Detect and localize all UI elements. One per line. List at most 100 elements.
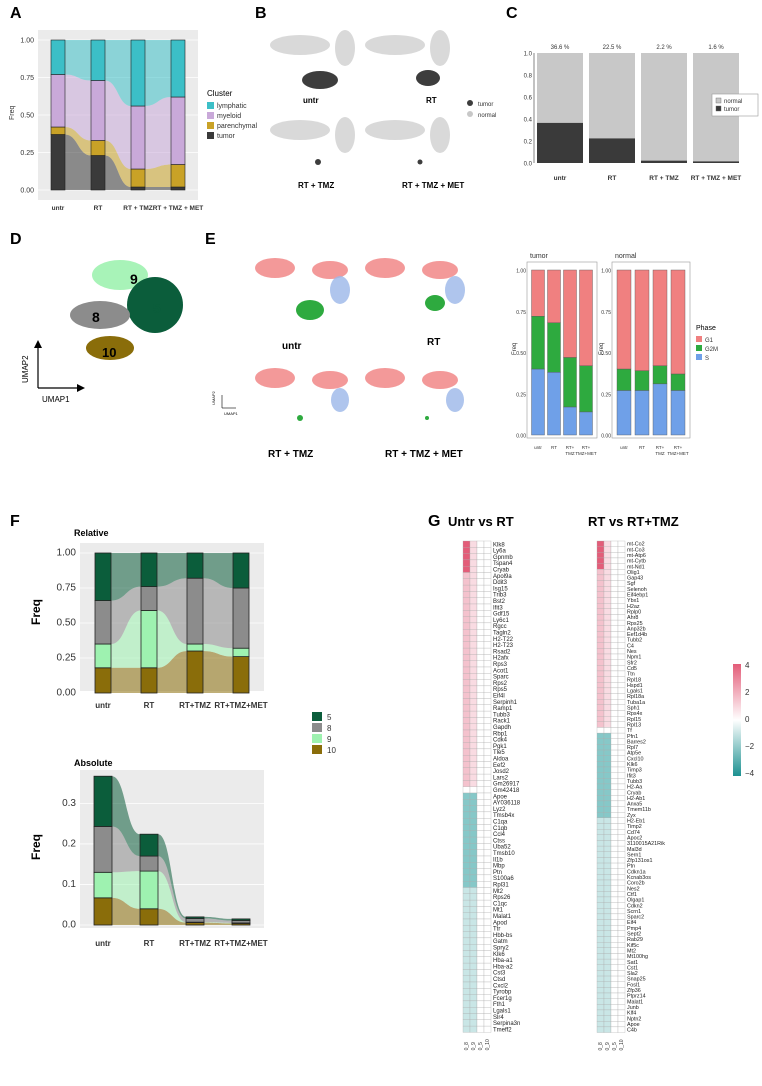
heatmap-cell <box>604 908 611 914</box>
heatmap-cell <box>470 806 477 812</box>
heatmap-cell <box>611 665 618 671</box>
legend-e-label-G2M: G2M <box>705 347 718 353</box>
heatmap-cell <box>618 970 625 976</box>
heatmap-cell <box>597 581 604 587</box>
bar-segment-parenchymal <box>171 165 185 188</box>
heatmap-cell <box>477 629 484 635</box>
heatmap-cell <box>463 749 470 755</box>
heatmap-cell <box>477 862 484 868</box>
heatmap-cell <box>618 722 625 728</box>
heatmap-gene-label: Fcer1g <box>493 996 512 1002</box>
y-tick-label: 0.00 <box>57 688 77 699</box>
umap-normal-cloud <box>270 35 330 55</box>
heatmap-cell <box>470 673 477 679</box>
heatmap-cell <box>597 648 604 654</box>
y-tick-label: 0.50 <box>57 618 77 629</box>
heatmap-cell <box>470 762 477 768</box>
heatmap-cell <box>597 626 604 632</box>
y-tick-label: 1.00 <box>57 548 77 559</box>
heatmap-cell <box>597 891 604 897</box>
heatmap-cell <box>597 739 604 745</box>
heatmap-cell <box>597 807 604 813</box>
heatmap-cell <box>470 969 477 975</box>
heatmap-cell <box>484 806 491 812</box>
bar-segment-G2M <box>548 323 561 373</box>
heatmap-cell <box>604 614 611 620</box>
heatmap-cell <box>470 654 477 660</box>
heatmap-gene-label: Cdk4 <box>493 738 508 744</box>
percent-label: 22.5 % <box>603 45 622 51</box>
heatmap-gene-label: Ramp1 <box>493 706 513 712</box>
heatmap-gene-label: Hba-a2 <box>493 964 513 970</box>
heatmap-cell <box>477 982 484 988</box>
heatmap-cell <box>484 585 491 591</box>
heatmap-cell <box>597 637 604 643</box>
heatmap-cell <box>477 636 484 642</box>
heatmap-gene-label: Ccl4 <box>493 832 506 838</box>
heatmap-cell <box>597 665 604 671</box>
bar-segment-9 <box>95 644 111 668</box>
heatmap-cell <box>611 857 618 863</box>
heatmap-cell <box>618 880 625 886</box>
bar-segment-tumor <box>131 187 145 190</box>
heatmap-cell <box>597 886 604 892</box>
heatmap-cell <box>618 688 625 694</box>
bar-segment-5 <box>141 553 157 587</box>
legend-swatch-myeloid <box>207 112 214 119</box>
bar-segment-tumor <box>693 161 739 163</box>
heatmap-cell <box>484 717 491 723</box>
heatmap-cell <box>477 762 484 768</box>
heatmap-cell <box>470 648 477 654</box>
y-tick-label: 0.2 <box>524 140 533 146</box>
x-tick-label: untr <box>95 701 111 710</box>
flow-band-lymphatic <box>145 40 171 106</box>
heatmap-cell <box>463 573 470 579</box>
heatmap-cell <box>477 554 484 560</box>
heatmap-cell <box>604 953 611 959</box>
heatmap-cell <box>470 736 477 742</box>
bar-segment-S <box>653 384 667 435</box>
heatmap-cell <box>470 743 477 749</box>
heatmap-cell <box>463 673 470 679</box>
bar-segment-S <box>548 372 561 435</box>
heatmap-cell <box>597 1021 604 1027</box>
heatmap-cell <box>470 686 477 692</box>
umap-g1-cloud <box>312 371 348 389</box>
heatmap-cell <box>618 908 625 914</box>
heatmap-cell <box>477 906 484 912</box>
heatmap-gene-label: Rps26 <box>493 895 511 901</box>
g-left-title: Untr vs RT <box>448 514 514 529</box>
heatmap-cell <box>484 686 491 692</box>
heatmap-cell <box>463 875 470 881</box>
heatmap-gene-label: Gm42418 <box>493 788 520 794</box>
bar-segment-G2M <box>580 366 593 412</box>
heatmap-gene-label: Rpl31 <box>493 883 509 889</box>
heatmap-cell <box>604 795 611 801</box>
bar-segment-G2M <box>564 357 577 407</box>
heatmap-cell <box>618 564 625 570</box>
heatmap-cell <box>597 840 604 846</box>
heatmap-cell <box>618 795 625 801</box>
legend-e-swatch-S <box>696 354 702 360</box>
heatmap-cell <box>597 564 604 570</box>
heatmap-cell <box>597 778 604 784</box>
bar-segment-G1 <box>671 270 685 374</box>
heatmap-cell <box>618 818 625 824</box>
heatmap-cell <box>618 953 625 959</box>
heatmap-gene-label: Serpinh1 <box>493 700 518 706</box>
heatmap-cell <box>604 648 611 654</box>
heatmap-cell <box>611 863 618 869</box>
heatmap-cell <box>463 982 470 988</box>
umap-e-rt: RT <box>365 258 465 348</box>
umap-tumor-cloud <box>302 71 338 89</box>
heatmap-gene-label: H2afx <box>493 656 509 662</box>
f-relative-title: Relative <box>74 528 109 538</box>
umap-e-label-untr: untr <box>282 341 302 352</box>
heatmap-cell <box>611 931 618 937</box>
heatmap-cell <box>477 938 484 944</box>
heatmap-gene-label: Bst2 <box>493 599 506 605</box>
heatmap-cell <box>618 982 625 988</box>
heatmap-cell <box>470 768 477 774</box>
x-tick-label: RT <box>144 939 155 948</box>
heatmap-cell <box>477 900 484 906</box>
